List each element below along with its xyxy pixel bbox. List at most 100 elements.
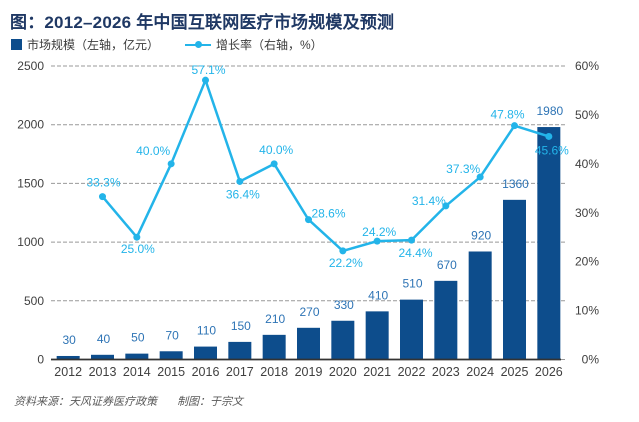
bar bbox=[468, 251, 492, 360]
line-point bbox=[476, 173, 484, 181]
x-axis-year-label: 2015 bbox=[157, 365, 185, 379]
bar-value-label: 1360 bbox=[502, 177, 529, 191]
bar-value-label: 50 bbox=[131, 331, 145, 345]
bar bbox=[297, 327, 320, 360]
right-axis-tick-label: 20% bbox=[575, 255, 599, 269]
x-axis-year-label: 2023 bbox=[432, 365, 460, 379]
left-axis-tick-label: 2500 bbox=[17, 59, 44, 73]
source-note: 资料来源：天风证券医疗政策 bbox=[14, 396, 157, 408]
line-point-label: 37.3% bbox=[446, 162, 480, 176]
legend-label-growth-rate: 增长率（右轴，%） bbox=[216, 38, 323, 52]
line-point-label: 22.2% bbox=[329, 256, 363, 270]
x-axis-year-label: 2024 bbox=[466, 365, 494, 379]
bar bbox=[434, 280, 458, 360]
bar-value-label: 210 bbox=[265, 312, 285, 326]
bar bbox=[194, 346, 217, 360]
x-axis-year-label: 2019 bbox=[295, 365, 323, 379]
x-axis-year-label: 2012 bbox=[54, 365, 82, 379]
bar bbox=[537, 127, 561, 360]
right-axis-tick-label: 40% bbox=[575, 157, 599, 171]
line-point-label: 57.1% bbox=[191, 63, 225, 77]
line-point bbox=[442, 202, 450, 210]
growth-line bbox=[101, 78, 550, 253]
x-axis-year-label: 2014 bbox=[123, 365, 151, 379]
page-title: 图：2012–2026 年中国互联网医疗市场规模及预测 bbox=[10, 13, 395, 32]
legend-item-growth-rate: 增长率（右轴，%） bbox=[185, 36, 323, 53]
bar bbox=[400, 299, 423, 360]
line-point bbox=[236, 177, 244, 185]
bar-value-label: 330 bbox=[334, 298, 354, 312]
line-point-label: 24.4% bbox=[398, 246, 432, 260]
line-point bbox=[202, 76, 209, 84]
x-axis-year-label: 2025 bbox=[501, 365, 529, 379]
right-axis-tick-label: 0% bbox=[582, 353, 600, 367]
bar bbox=[503, 199, 526, 360]
line-point bbox=[167, 160, 175, 168]
line-point bbox=[408, 236, 415, 244]
chart-canvas: 0 500 1000 1500 2000 2500 0% 10% 20% 30% 40% 50% 60%… bbox=[17, 59, 600, 379]
right-axis-tick-label: 50% bbox=[575, 108, 599, 122]
line-point-label: 33.3% bbox=[86, 176, 120, 190]
line-point-label: 47.8% bbox=[490, 108, 524, 122]
bar bbox=[365, 311, 389, 360]
x-axis-year-label: 2022 bbox=[398, 365, 426, 379]
x-axis-year-label: 2016 bbox=[192, 365, 220, 379]
right-axis-tick-label: 30% bbox=[575, 206, 599, 220]
bar bbox=[91, 354, 114, 360]
bar-value-label: 920 bbox=[471, 228, 491, 242]
bar-value-label: 70 bbox=[165, 328, 179, 342]
line-point-label: 45.6% bbox=[535, 143, 569, 157]
right-axis-tick-label: 60% bbox=[575, 59, 599, 73]
bar-value-label: 1980 bbox=[536, 104, 563, 118]
bar-value-label: 670 bbox=[437, 258, 457, 272]
line-point bbox=[99, 193, 106, 201]
right-axis-tick-label: 10% bbox=[575, 304, 599, 318]
bar-value-label: 150 bbox=[231, 319, 251, 333]
line-series-swatch-icon bbox=[185, 41, 212, 49]
line-point-label: 31.4% bbox=[412, 194, 446, 208]
legend: 市场规模（左轴，亿元） 增长率（右轴，%） bbox=[11, 36, 323, 53]
line-point-label: 28.6% bbox=[311, 207, 345, 221]
line-point bbox=[545, 132, 553, 140]
credit-note: 制图：于宗文 bbox=[177, 396, 244, 408]
left-axis-tick-label: 1500 bbox=[17, 176, 44, 190]
line-point-label: 36.4% bbox=[226, 187, 260, 201]
left-axis-tick-label: 1000 bbox=[17, 235, 44, 249]
bar bbox=[159, 351, 183, 360]
footer: 资料来源：天风证券医疗政策 制图：于宗文 bbox=[14, 393, 243, 409]
bar bbox=[262, 334, 286, 360]
bar bbox=[125, 353, 149, 360]
bar bbox=[228, 341, 252, 360]
bar bbox=[331, 320, 355, 360]
legend-item-market-size: 市场规模（左轴，亿元） bbox=[11, 36, 159, 53]
bar-value-label: 510 bbox=[402, 277, 422, 291]
bar-value-label: 40 bbox=[97, 332, 111, 346]
bar-value-label: 410 bbox=[368, 288, 388, 302]
left-axis-tick-label: 2000 bbox=[17, 118, 44, 132]
bar-value-label: 270 bbox=[299, 305, 319, 319]
line-point bbox=[305, 216, 312, 224]
line-point bbox=[339, 247, 347, 255]
line-point-label: 25.0% bbox=[121, 242, 155, 256]
bar-value-label: 30 bbox=[62, 333, 76, 347]
x-axis-year-label: 2017 bbox=[226, 365, 254, 379]
line-point bbox=[373, 237, 381, 245]
bar bbox=[56, 355, 80, 360]
left-axis-tick-label: 500 bbox=[24, 294, 44, 308]
bar-value-label: 110 bbox=[197, 324, 216, 338]
x-axis-year-label: 2026 bbox=[535, 365, 563, 379]
x-axis-year-label: 2020 bbox=[329, 365, 357, 379]
x-axis-year-label: 2013 bbox=[89, 365, 117, 379]
legend-label-market-size: 市场规模（左轴，亿元） bbox=[27, 38, 160, 52]
line-point-label: 24.2% bbox=[362, 225, 396, 239]
line-point bbox=[133, 233, 141, 241]
line-point bbox=[511, 122, 518, 130]
bar-series-swatch-icon bbox=[11, 39, 22, 50]
line-point-label: 40.0% bbox=[136, 144, 170, 158]
x-axis-year-label: 2021 bbox=[363, 365, 391, 379]
line-point-label: 40.0% bbox=[259, 143, 293, 157]
x-axis-year-label: 2018 bbox=[260, 365, 288, 379]
line-point bbox=[270, 160, 278, 168]
left-axis-tick-label: 0 bbox=[37, 353, 44, 367]
